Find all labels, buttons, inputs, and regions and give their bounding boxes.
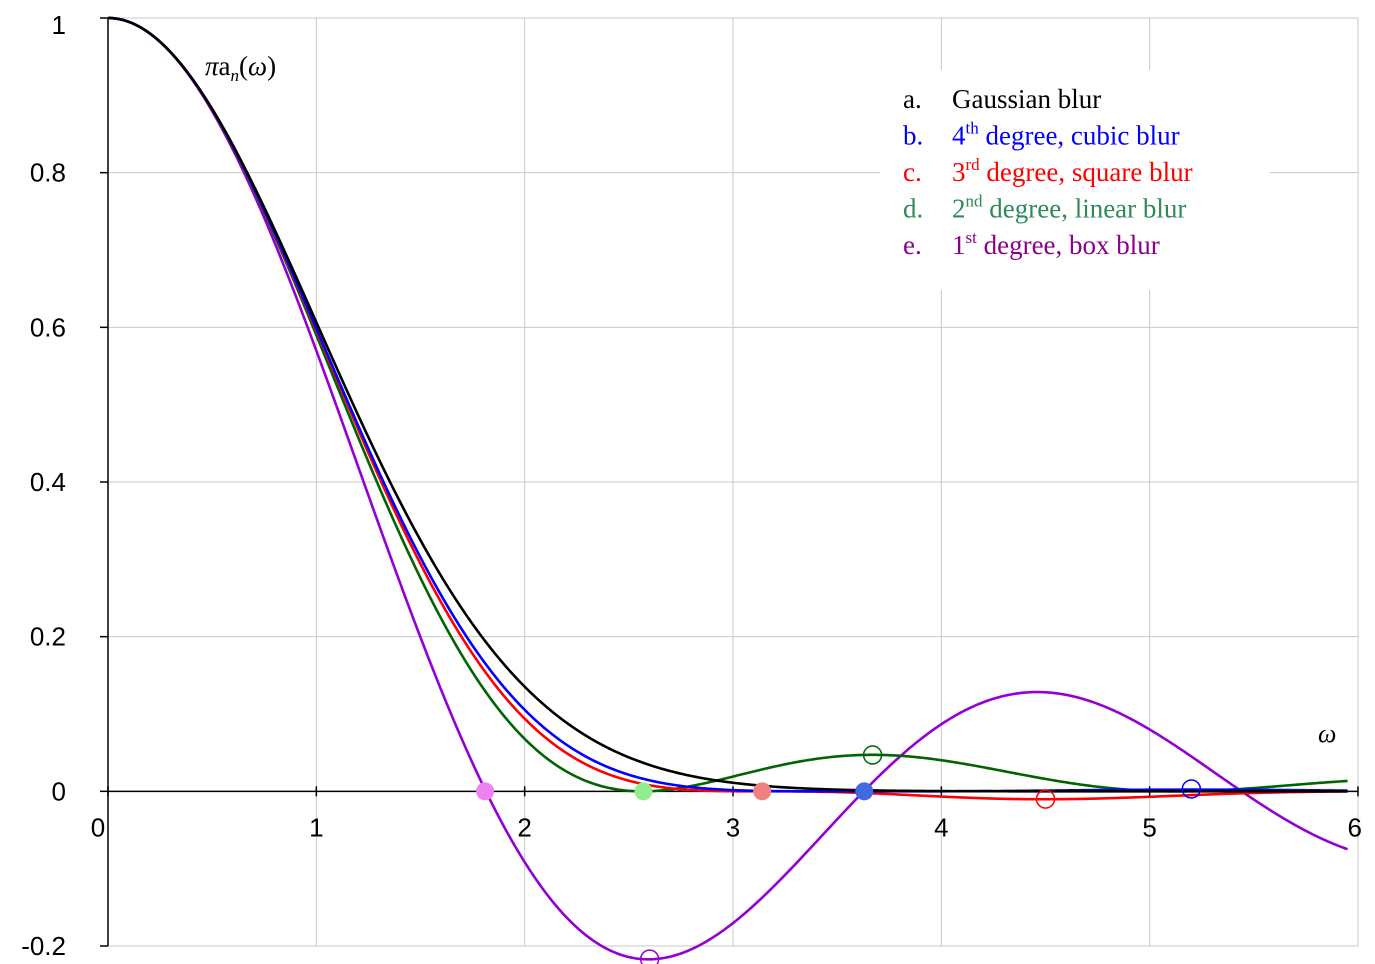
legend-letter: c.: [903, 157, 922, 187]
y-tick-label: 0.6: [30, 312, 66, 342]
legend-entry-b: 4th degree, cubic blur: [952, 119, 1180, 151]
tick-labels: 0 1 2 3 4 5 6 -0.2 0 0.2 0.4 0.6 0.8 1: [21, 10, 1362, 961]
y-label-omega: ω: [248, 51, 267, 81]
legend-entry-d: 2nd degree, linear blur: [952, 192, 1186, 224]
y-tick-label: 0: [52, 776, 66, 806]
y-label-main: πa: [205, 51, 231, 81]
grid-lines: [108, 17, 1359, 947]
legend: a. Gaussian blur b. 4th degree, cubic blur c…: [903, 84, 1193, 260]
legend-letter: b.: [903, 121, 923, 151]
legend-text-main: 4: [952, 121, 966, 151]
y-tick-label: 1: [52, 10, 66, 40]
legend-letter: d.: [903, 194, 923, 224]
series-line-a: [107, 16, 1348, 793]
filled-marker: [476, 782, 495, 801]
y-label-pi: π: [205, 51, 220, 81]
legend-text-rest: degree, box blur: [977, 230, 1160, 260]
legend-box: [880, 70, 1270, 290]
x-tick-label: 6: [1348, 812, 1362, 842]
legend-text-main: 2: [952, 194, 966, 224]
legend-letter: e.: [903, 230, 922, 260]
legend-entry-e: 1st degree, box blur: [952, 228, 1160, 260]
legend-entry-a: Gaussian blur: [952, 84, 1101, 114]
markers: [476, 745, 1202, 964]
legend-text-sup: th: [966, 119, 980, 138]
y-tick-label: 0.8: [30, 158, 66, 188]
y-label-open: (: [239, 51, 248, 81]
legend-letter: a.: [903, 84, 922, 114]
x-tick-label: 1: [309, 812, 323, 842]
y-label-rest: (ω): [239, 51, 276, 81]
legend-text-rest: degree, square blur: [980, 157, 1193, 187]
open-marker: [639, 949, 660, 964]
x-tick-label: 4: [934, 812, 948, 842]
y-label-sub: n: [231, 66, 240, 85]
legend-text-sup: nd: [966, 192, 984, 211]
legend-text-main: 3: [952, 157, 966, 187]
filled-marker: [855, 782, 874, 801]
y-tick-label: -0.2: [21, 931, 66, 961]
y-label-close: ): [267, 51, 276, 81]
x-tick-label: 2: [517, 812, 531, 842]
open-marker: [1181, 779, 1202, 799]
x-tick-label: 0: [91, 812, 105, 842]
x-axis-label: ω: [1318, 719, 1336, 748]
legend-text-main: Gaussian blur: [952, 84, 1101, 114]
y-tick-label: 0.4: [30, 467, 66, 497]
x-tick-label: 5: [1142, 812, 1156, 842]
filled-marker: [753, 782, 772, 801]
open-marker: [1035, 789, 1056, 809]
series-lines: [107, 16, 1349, 961]
legend-text-rest: degree, cubic blur: [979, 121, 1180, 151]
y-label-a: a: [219, 51, 231, 81]
y-tick-label: 0.2: [30, 622, 66, 652]
legend-text-sup: st: [966, 228, 978, 247]
open-marker: [862, 745, 883, 765]
filled-marker: [634, 782, 653, 801]
legend-text-sup: rd: [966, 155, 981, 174]
legend-entry-c: 3rd degree, square blur: [952, 155, 1193, 187]
series-line-b: [107, 16, 1348, 793]
x-tick-label: 3: [726, 812, 740, 842]
series-line-e: [107, 16, 1349, 961]
legend-text-rest: degree, linear blur: [983, 194, 1187, 224]
legend-text-main: 1: [952, 230, 966, 260]
legend-background: [880, 70, 1270, 290]
y-axis-label: πan(ω): [205, 51, 276, 85]
